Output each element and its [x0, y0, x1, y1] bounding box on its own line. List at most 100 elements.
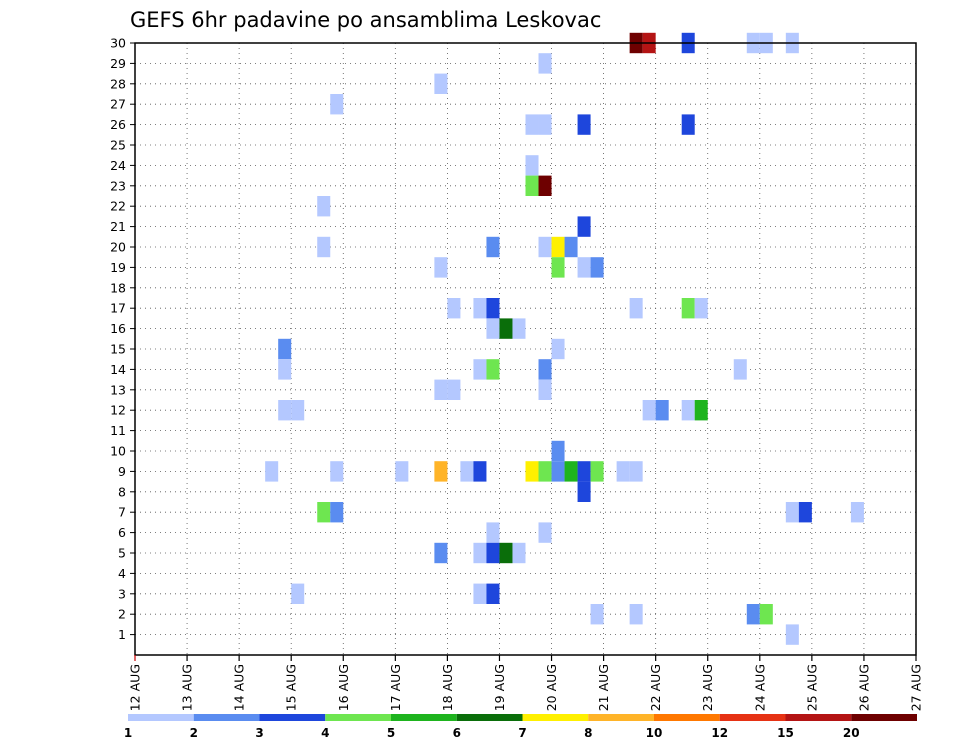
x-tick-label: 19 AUG — [492, 664, 507, 711]
colorbar-swatch — [259, 714, 326, 721]
colorbar-swatch — [325, 714, 391, 721]
heatmap-cell — [447, 379, 461, 400]
heatmap-cell — [473, 359, 487, 380]
y-tick-label: 10 — [110, 444, 126, 459]
heatmap-cell — [746, 604, 760, 625]
heatmap-cell — [473, 298, 487, 319]
heatmap-cell — [538, 461, 552, 482]
y-tick-label: 26 — [110, 117, 126, 132]
heatmap-cell — [447, 298, 461, 319]
colorbar-swatch — [654, 714, 720, 721]
y-tick-label: 13 — [110, 382, 126, 397]
x-tick-label: 16 AUG — [336, 664, 351, 711]
y-tick-label: 27 — [110, 97, 126, 112]
heatmap-cell — [577, 114, 591, 135]
colorbar-swatch — [391, 714, 457, 721]
heatmap-cell — [330, 461, 344, 482]
y-tick-label: 22 — [110, 199, 126, 214]
colorbar-swatch — [851, 714, 917, 721]
y-tick-label: 3 — [118, 586, 126, 601]
heatmap-cell — [694, 298, 708, 319]
heatmap-cell — [434, 379, 448, 400]
heatmap-cell — [278, 400, 292, 421]
y-tick-label: 16 — [110, 321, 126, 336]
heatmap-cell — [590, 461, 604, 482]
heatmap-cell — [499, 542, 513, 564]
colorbar-label: 4 — [321, 726, 329, 740]
y-tick-label: 7 — [118, 505, 126, 520]
y-tick-label: 9 — [118, 464, 126, 479]
colorbar-label: 12 — [711, 726, 728, 740]
heatmap-cell — [564, 236, 578, 258]
x-tick-label: 20 AUG — [544, 664, 559, 711]
x-tick-label: 26 AUG — [856, 664, 871, 711]
x-tick-label: 17 AUG — [388, 664, 403, 711]
heatmap-cell — [577, 257, 591, 278]
heatmap-cell — [486, 298, 500, 319]
x-tick-label: 18 AUG — [440, 664, 455, 711]
heatmap-cell — [655, 400, 669, 421]
heatmap-cell — [512, 318, 526, 339]
heatmap-cell — [525, 114, 539, 135]
heatmap-cell — [473, 542, 487, 564]
heatmap-cell — [681, 114, 695, 135]
heatmap-cell — [564, 461, 578, 482]
x-tick-label: 25 AUG — [804, 664, 819, 711]
colorbar-label: 10 — [646, 726, 663, 740]
data-cells — [265, 32, 864, 645]
heatmap-cell — [785, 502, 799, 523]
heatmap-cell — [577, 216, 591, 237]
heatmap-cell — [616, 461, 630, 482]
heatmap-cell — [317, 502, 331, 523]
colorbar-swatch — [785, 714, 852, 721]
y-tick-label: 25 — [110, 138, 126, 153]
heatmap-cell — [551, 338, 565, 360]
heatmap-cell — [525, 155, 539, 176]
colorbar-label: 2 — [190, 726, 198, 740]
y-tick-label: 5 — [118, 546, 126, 561]
y-tick-label: 2 — [118, 607, 126, 622]
heatmap-cell — [577, 461, 591, 482]
x-tick-label: 21 AUG — [596, 664, 611, 711]
heatmap-cell — [486, 359, 500, 380]
y-tick-label: 23 — [110, 178, 126, 193]
heatmap-cell — [486, 522, 500, 543]
colorbar-swatch — [128, 714, 194, 721]
heatmap-cell — [278, 359, 292, 380]
heatmap-cell — [759, 604, 773, 625]
heatmap-cell — [434, 257, 448, 278]
heatmap-cell — [291, 583, 305, 604]
colorbar: 1 2 3 4 5 6 7 8 10 12 15 20 — [124, 714, 917, 740]
colorbar-label: 6 — [453, 726, 461, 740]
heatmap-cell — [785, 624, 799, 645]
heatmap-cell — [434, 542, 448, 564]
heatmap-cell — [538, 236, 552, 258]
heatmap-cell — [629, 604, 643, 625]
colorbar-label: 3 — [255, 726, 263, 740]
colorbar-label: 7 — [518, 726, 526, 740]
x-tick-label: 14 AUG — [232, 664, 247, 711]
heatmap-cell — [330, 502, 344, 523]
heatmap-cell — [512, 542, 526, 564]
heatmap-cell — [629, 461, 643, 482]
colorbar-label: 5 — [387, 726, 395, 740]
heatmap-cell — [317, 196, 331, 217]
x-tick-label: 15 AUG — [284, 664, 299, 711]
y-tick-label: 30 — [110, 36, 126, 51]
colorbar-swatch — [456, 714, 523, 721]
heatmap-cell — [486, 236, 500, 258]
y-tick-label: 20 — [110, 240, 126, 255]
y-tick-label: 14 — [110, 362, 126, 377]
heatmap-cell — [499, 318, 513, 339]
colorbar-label: 15 — [777, 726, 794, 740]
x-tick-label: 23 AUG — [700, 664, 715, 711]
x-tick-label: 27 AUG — [909, 664, 924, 711]
y-tick-label: 21 — [110, 219, 126, 234]
heatmap-cell — [577, 481, 591, 502]
x-axis: 12 AUG 13 AUG 14 AUG 15 AUG 16 AUG 17 AUG 18 A… — [128, 655, 924, 711]
colorbar-label: 20 — [843, 726, 860, 740]
heatmap-cell — [525, 175, 539, 196]
heatmap-cell — [850, 502, 864, 523]
heatmap-cell — [265, 461, 279, 482]
colorbar-swatch — [193, 714, 260, 721]
